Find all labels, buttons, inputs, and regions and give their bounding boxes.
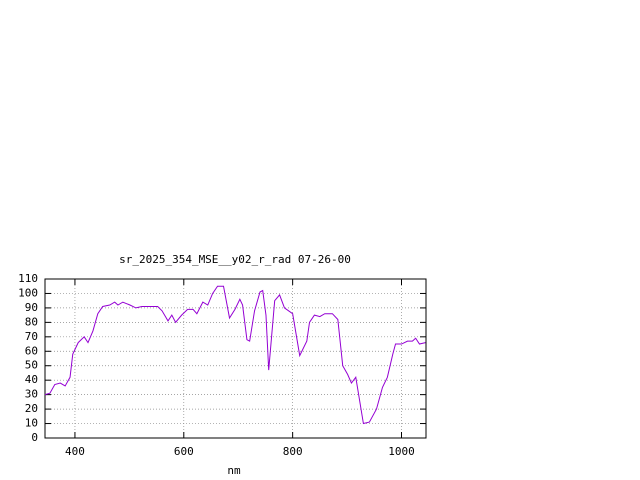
x-axis-label: nm [227,464,241,477]
y-tick-label: 70 [25,330,38,343]
y-tick-label: 80 [25,315,38,328]
y-tick-label: 50 [25,359,38,372]
x-tick-label: 400 [65,445,85,458]
y-tick-label: 10 [25,417,38,430]
y-tick-label: 20 [25,402,38,415]
chart-title: sr_2025_354_MSE__y02_r_rad 07-26-00 [119,253,351,266]
x-tick-label: 600 [174,445,194,458]
y-tick-label: 40 [25,373,38,386]
y-tick-label: 100 [18,286,38,299]
y-tick-label: 30 [25,388,38,401]
plot-border [44,278,427,439]
x-tick-label: 800 [283,445,303,458]
y-tick-label: 0 [31,431,38,444]
x-tick-label: 1000 [388,445,415,458]
y-tick-label: 90 [25,301,38,314]
y-tick-label: 60 [25,344,38,357]
data-line [44,285,426,425]
y-tick-label: 110 [18,272,38,285]
